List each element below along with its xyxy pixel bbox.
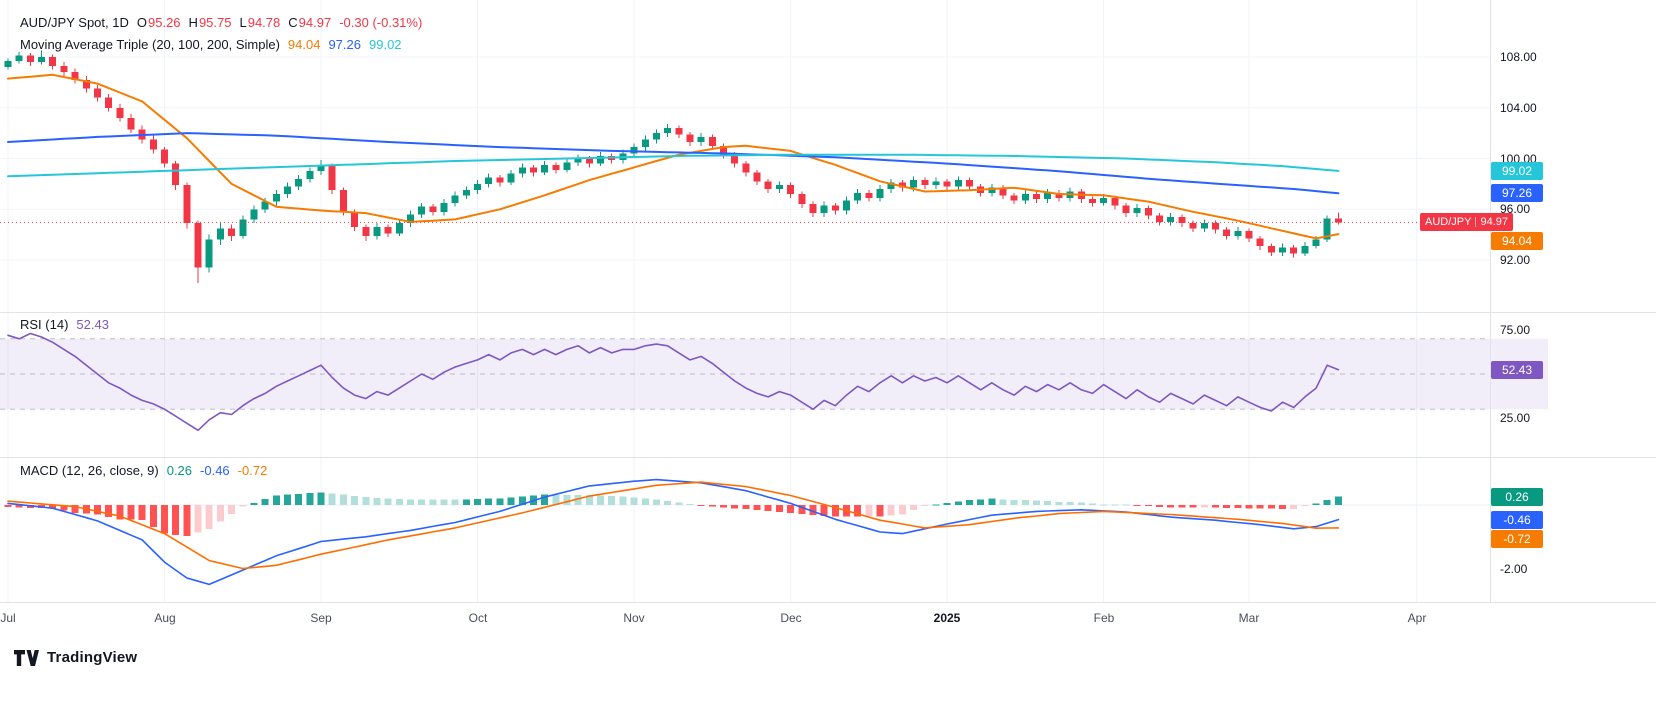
current-price-badge: AUD/JPY 94.97 (1420, 213, 1513, 231)
change-value: -0.30 (-0.31%) (339, 15, 423, 30)
ma-header: Moving Average Triple (20, 100, 200, Sim… (20, 37, 402, 52)
macd-indicator-title[interactable]: MACD (12, 26, close, 9) (20, 463, 159, 478)
time-label-jul[interactable]: Jul (0, 611, 16, 625)
rsi-value: 52.43 (76, 317, 109, 332)
ma-100-line (7, 132, 1340, 195)
time-label-oct[interactable]: Oct (468, 611, 488, 625)
tradingview-logo[interactable]: TradingView (14, 649, 137, 666)
time-label-mar[interactable]: Mar (1238, 611, 1260, 625)
tradingview-logo-icon (14, 649, 39, 666)
time-label-aug[interactable]: Aug (154, 611, 176, 625)
ohlc-close: C 94.97 (288, 15, 332, 30)
macd-header: MACD (12, 26, close, 9) 0.26 -0.46 -0.72 (20, 463, 267, 478)
rsi-indicator-title[interactable]: RSI (14) (20, 317, 69, 332)
symbol-title[interactable]: AUD/JPY Spot, 1D (20, 15, 129, 30)
rsi-line (7, 332, 1340, 432)
time-label-sep[interactable]: Sep (310, 611, 332, 625)
ma-200-line (7, 153, 1340, 178)
axis-badge-97.26: 97.26 (1491, 184, 1543, 202)
ma-indicator-title[interactable]: Moving Average Triple (20, 100, 200, Sim… (20, 37, 280, 52)
axis-badge-94.04: 94.04 (1491, 232, 1543, 250)
ma20-value: 94.04 (287, 37, 321, 52)
rsi-tick-25.00: 25.00 (1500, 411, 1531, 425)
axis-badge-52.43: 52.43 (1491, 361, 1543, 379)
price-tick-104.00: 104.00 (1500, 101, 1537, 115)
chart-canvas[interactable] (0, 0, 1656, 604)
macd-tick--2.00: -2.00 (1500, 562, 1528, 576)
pane-separators (0, 0, 1656, 603)
price-tick-92.00: 92.00 (1500, 253, 1531, 267)
axis-badge-99.02: 99.02 (1491, 162, 1543, 180)
axis-badge--0.46: -0.46 (1491, 511, 1543, 529)
gridlines (0, 0, 1490, 602)
tradingview-logo-text: TradingView (47, 649, 138, 666)
macd-signal-value: -0.72 (237, 463, 268, 478)
axis-badge-0.26: 0.26 (1491, 488, 1543, 506)
axis-badge--0.72: -0.72 (1491, 530, 1543, 548)
time-label-apr[interactable]: Apr (1407, 611, 1427, 625)
macd-histogram (0, 492, 1490, 536)
ma200-value: 99.02 (369, 37, 402, 52)
signal-line (7, 481, 1340, 570)
time-label-2025[interactable]: 2025 (933, 611, 961, 625)
rsi-tick-75.00: 75.00 (1500, 323, 1531, 337)
rsi-header: RSI (14) 52.43 (20, 317, 109, 332)
price-tick-108.00: 108.00 (1500, 50, 1537, 64)
ohlc-high: H 95.75 (188, 15, 232, 30)
time-label-nov[interactable]: Nov (623, 611, 645, 625)
macd-hist-value: 0.26 (166, 463, 193, 478)
ohlc-low: L 94.78 (239, 15, 281, 30)
ohlc-open: O 95.26 (136, 15, 181, 30)
time-label-feb[interactable]: Feb (1093, 611, 1115, 625)
macd-line-value: -0.46 (200, 463, 230, 478)
ma100-value: 97.26 (328, 37, 361, 52)
price-tick-96.00: 96.00 (1500, 202, 1531, 216)
time-label-dec[interactable]: Dec (780, 611, 802, 625)
